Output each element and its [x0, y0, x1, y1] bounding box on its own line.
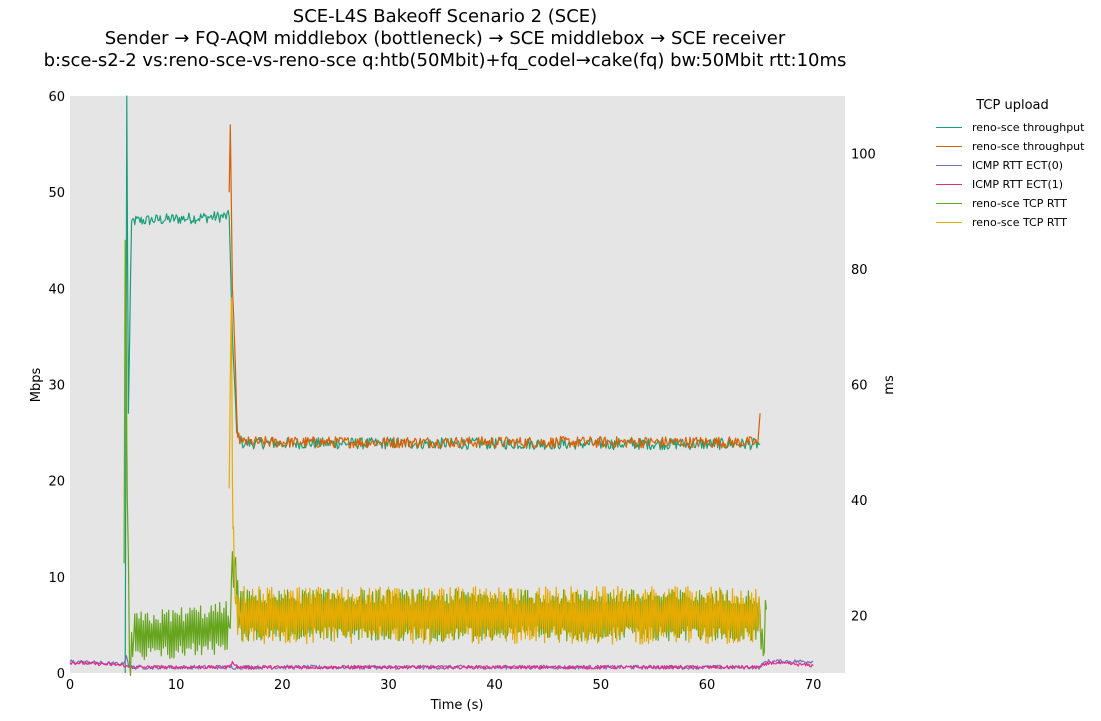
y-tick-label-left: 10	[48, 571, 65, 586]
x-tick-label: 70	[805, 678, 822, 693]
legend-item: reno-sce throughput	[930, 118, 1095, 137]
axes-layer: 0 10 20 30 40 50 60 70 0 10 20 30 40 50 60 20 40 60 80 100	[48, 90, 875, 693]
legend-item: reno-sce throughput	[930, 137, 1095, 156]
x-tick-label: 30	[380, 678, 397, 693]
legend-swatch	[936, 184, 962, 185]
series-line	[123, 239, 767, 677]
y-tick-label-left: 20	[48, 475, 65, 490]
x-tick-label: 10	[168, 678, 185, 693]
y-axis-label-left: Mbps	[29, 368, 44, 403]
chart-title-block: SCE-L4S Bakeoff Scenario 2 (SCE) Sender …	[0, 6, 890, 72]
y-tick-label-left: 60	[48, 90, 65, 105]
legend-label: reno-sce TCP RTT	[972, 197, 1067, 210]
y-tick-label-left: 30	[48, 379, 65, 394]
y-tick-label-right: 60	[851, 379, 868, 394]
x-axis-label: Time (s)	[430, 698, 484, 713]
series-line	[228, 124, 761, 449]
legend-item: reno-sce TCP RTT	[930, 194, 1095, 213]
legend-swatch	[936, 146, 962, 147]
legend-swatch	[936, 165, 962, 166]
legend-swatch	[936, 127, 962, 128]
legend-item: ICMP RTT ECT(1)	[930, 175, 1095, 194]
legend-swatch	[936, 203, 962, 204]
y-tick-label-left: 0	[57, 667, 65, 682]
chart-title-line3: b:sce-s2-2 vs:reno-sce-vs-reno-sce q:htb…	[43, 50, 847, 71]
legend-label: ICMP RTT ECT(1)	[972, 178, 1064, 191]
y-tick-label-left: 40	[48, 282, 65, 297]
plot-area-background	[70, 96, 845, 673]
chart-title-line2: Sender → FQ-AQM middlebox (bottleneck) →…	[104, 28, 786, 49]
series-layer	[69, 95, 814, 677]
y-tick-label-right: 80	[851, 263, 868, 278]
chart-title-line1: SCE-L4S Bakeoff Scenario 2 (SCE)	[292, 6, 598, 27]
y-tick-label-right: 20	[851, 609, 868, 624]
legend: TCP upload reno-sce throughput reno-sce …	[930, 98, 1095, 232]
y-tick-label-right: 40	[851, 494, 868, 509]
legend-label: reno-sce throughput	[972, 140, 1085, 153]
series-line	[69, 655, 814, 670]
x-tick-label: 60	[699, 678, 716, 693]
legend-label: reno-sce TCP RTT	[972, 216, 1067, 229]
legend-label: ICMP RTT ECT(0)	[972, 159, 1064, 172]
series-line	[124, 95, 761, 674]
x-tick-label: 50	[593, 678, 610, 693]
legend-title: TCP upload	[976, 98, 1049, 113]
x-tick-label: 20	[274, 678, 291, 693]
y-tick-label-left: 50	[48, 186, 65, 201]
legend-item: ICMP RTT ECT(0)	[930, 156, 1095, 175]
series-line	[69, 660, 814, 670]
y-axis-label-right: ms	[882, 375, 897, 395]
legend-label: reno-sce throughput	[972, 121, 1085, 134]
x-tick-label: 40	[486, 678, 503, 693]
series-line	[228, 297, 761, 645]
y-tick-label-right: 100	[851, 148, 876, 163]
x-tick-label: 0	[66, 678, 74, 693]
legend-swatch	[936, 222, 962, 223]
legend-item: reno-sce TCP RTT	[930, 213, 1095, 232]
